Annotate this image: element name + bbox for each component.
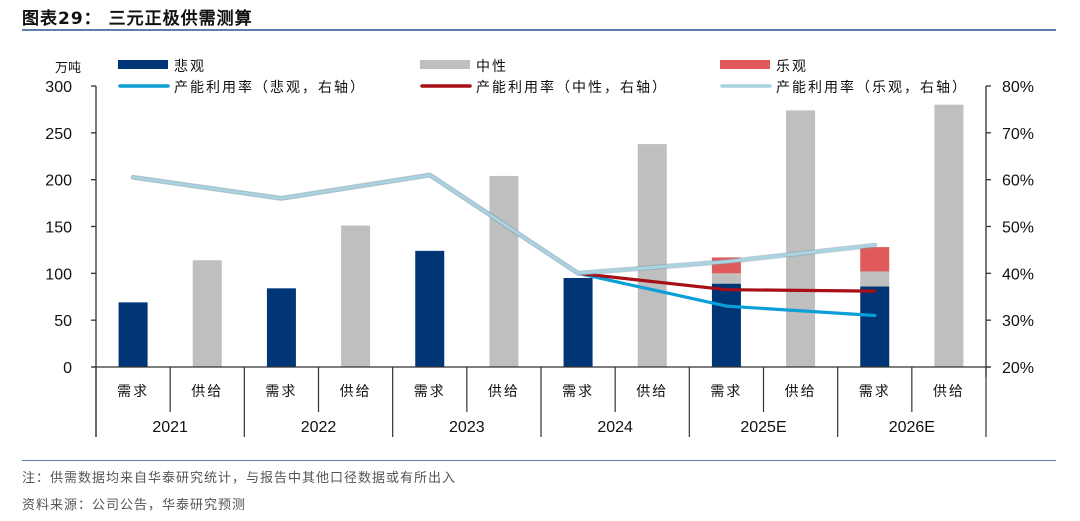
x-category-label: 供给 [340, 384, 372, 400]
x-category-label: 需求 [414, 384, 446, 400]
footer-rule [22, 460, 1056, 461]
left-axis-tick-label: 150 [45, 220, 72, 237]
x-year-label: 2025E [740, 419, 786, 436]
x-year-label: 2023 [449, 419, 485, 436]
right-axis-tick-label: 70% [1002, 126, 1034, 143]
legend-item-pessimistic: 悲观 [118, 58, 206, 75]
demand-pessimistic-bar [415, 250, 445, 367]
legend-item-neutral: 中性 [420, 59, 508, 75]
axes: 0 50 100 150 200 250 300 万吨 20% 30% 40% 50% 60% 70% 80… [45, 61, 1034, 437]
chart-title: 图表29： 三元正极供需测算 [22, 9, 253, 29]
right-axis-tick-label: 20% [1002, 360, 1034, 377]
x-category-label: 需求 [265, 384, 297, 400]
supply-bar [341, 225, 371, 367]
legend-swatch-pessimistic [118, 60, 168, 69]
legend-swatch-optimistic [720, 60, 770, 69]
demand-pessimistic-bar [711, 283, 741, 367]
left-axis-unit: 万吨 [55, 61, 81, 76]
left-axis-tick-label: 0 [63, 360, 72, 377]
supply-bar [934, 104, 964, 367]
supply-bar [637, 144, 667, 367]
legend-label-pessimistic: 悲观 [174, 58, 206, 75]
right-axis-tick-label: 60% [1002, 173, 1034, 190]
legend-item-util-neutral: 产能利用率（中性，右轴） [420, 79, 668, 96]
x-category-label: 供给 [191, 384, 223, 400]
legend-item-util-pessimistic: 产能利用率（悲观，右轴） [118, 79, 366, 96]
util-optimistic-line [131, 173, 877, 275]
x-category-label: 需求 [710, 384, 742, 400]
x-axis: 需求 供给 2021 需求 供给 2022 需求 供给 2023 需求 供给 2024 需求 供给 2025… [92, 366, 990, 437]
legend-label-optimistic: 乐观 [776, 59, 808, 75]
bars [118, 104, 964, 367]
x-year-label: 2026E [889, 419, 935, 436]
demand-pessimistic-bar [118, 302, 148, 367]
left-axis-tick-label: 100 [45, 266, 72, 283]
footnote: 注：供需数据均来自华泰研究统计，与报告中其他口径数据或有所出入 [22, 471, 457, 486]
left-axis-tick-label: 250 [45, 126, 72, 143]
source-note: 资料来源：公司公告，华泰研究预测 [22, 498, 247, 513]
x-category-label: 需求 [562, 384, 594, 400]
right-axis-tick-label: 80% [1002, 79, 1034, 96]
x-category-label: 供给 [785, 384, 817, 400]
x-category-label: 供给 [933, 384, 965, 400]
legend-item-util-optimistic: 产能利用率（乐观，右轴） [720, 79, 968, 96]
left-axis-tick-label: 200 [45, 173, 72, 190]
legend-label-util-neutral: 产能利用率（中性，右轴） [476, 79, 668, 96]
demand-pessimistic-bar [563, 278, 593, 367]
x-year-label: 2024 [597, 419, 633, 436]
supply-bar [192, 260, 222, 367]
lines [130, 172, 878, 318]
x-year-label: 2021 [152, 419, 188, 436]
demand-pessimistic-bar [266, 288, 296, 367]
x-category-label: 供给 [636, 384, 668, 400]
right-axis-tick-label: 30% [1002, 313, 1034, 330]
legend-label-util-pessimistic: 产能利用率（悲观，右轴） [174, 79, 366, 96]
right-axis-tick-label: 50% [1002, 220, 1034, 237]
demand-optimistic-bar [860, 247, 890, 272]
legend-label-neutral: 中性 [476, 59, 508, 75]
x-year-label: 2022 [301, 419, 337, 436]
title-rule [22, 29, 1056, 31]
supply-bar [786, 110, 816, 367]
supply-bar [489, 175, 519, 367]
demand-pessimistic-bar [860, 286, 890, 367]
legend-label-util-optimistic: 产能利用率（乐观，右轴） [776, 79, 968, 96]
legend-swatch-neutral [420, 60, 470, 69]
x-category-label: 需求 [859, 384, 891, 400]
legend-item-optimistic: 乐观 [720, 59, 808, 75]
demand-neutral-bar [860, 271, 890, 287]
left-axis-tick-label: 50 [54, 313, 72, 330]
right-axis-tick-label: 40% [1002, 266, 1034, 283]
demand-neutral-bar [711, 273, 741, 284]
x-category-label: 需求 [117, 384, 149, 400]
x-category-label: 供给 [488, 384, 520, 400]
left-axis-tick-label: 300 [45, 79, 72, 96]
